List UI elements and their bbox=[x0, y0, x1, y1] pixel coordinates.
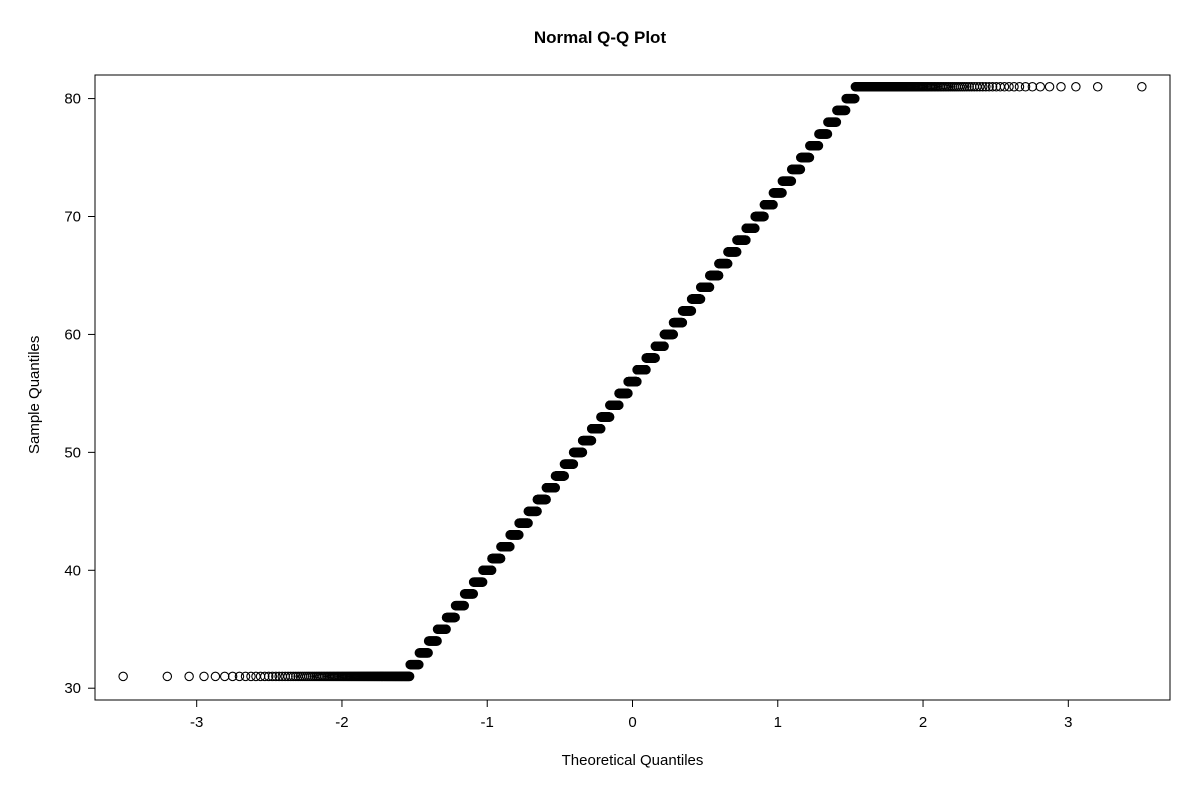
plot-svg: -3 -2 -1 0 1 2 3 30 40 50 60 70 80 bbox=[0, 0, 1200, 796]
y-tick-label: 40 bbox=[64, 562, 81, 579]
data-points bbox=[119, 83, 1146, 681]
y-tick-label: 60 bbox=[64, 326, 81, 343]
x-tick-label: -1 bbox=[481, 714, 494, 731]
y-tick-label: 80 bbox=[64, 91, 81, 108]
y-tick-label: 70 bbox=[64, 209, 81, 226]
x-tick-label: 1 bbox=[774, 714, 782, 731]
x-tick-label: 2 bbox=[919, 714, 927, 731]
x-tick-label: -3 bbox=[190, 714, 203, 731]
plot-border bbox=[95, 75, 1170, 700]
y-tick-label: 50 bbox=[64, 444, 81, 461]
x-tick-label: 3 bbox=[1064, 714, 1072, 731]
qq-plot-container: Normal Q-Q Plot Sample Quantiles Theoret… bbox=[0, 0, 1200, 796]
x-tick-label: 0 bbox=[628, 714, 636, 731]
x-tick-label: -2 bbox=[335, 714, 348, 731]
y-tick-label: 30 bbox=[64, 680, 81, 697]
